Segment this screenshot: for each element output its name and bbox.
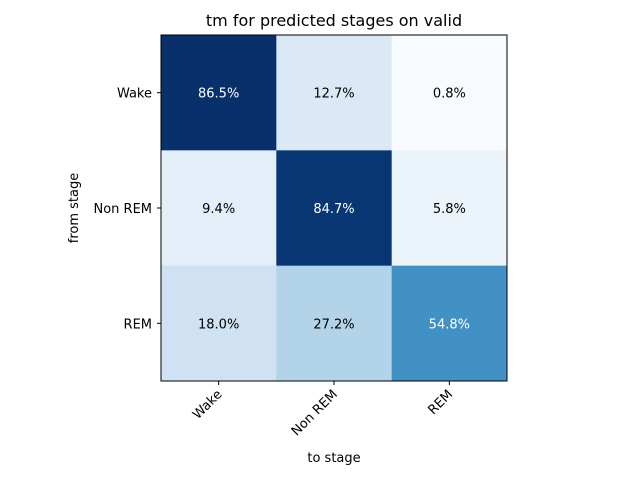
- heatmap-cell: [276, 265, 393, 382]
- heatmap-cells: [161, 35, 508, 382]
- chart-title: tm for predicted stages on valid: [206, 11, 462, 30]
- y-axis-label: from stage: [67, 173, 82, 243]
- cell-value-label: 5.8%: [433, 202, 466, 217]
- cell-value-label: 12.7%: [313, 87, 354, 102]
- heatmap-cell-labels: 86.5% 12.7% 0.8% 9.4% 84.7% 5.8% 18.0% 27.2% 54.…: [198, 87, 470, 333]
- cell-value-label: 9.4%: [202, 202, 235, 217]
- heatmap-cell: [391, 265, 508, 382]
- heatmap-cell: [161, 150, 277, 267]
- cell-value-label: 84.7%: [313, 202, 354, 217]
- y-tick-label: REM: [124, 317, 152, 332]
- heatmap-cell: [276, 150, 393, 267]
- y-tick-label: Wake: [117, 87, 152, 102]
- heatmap-cell: [161, 35, 277, 151]
- y-tick-label: Non REM: [93, 202, 152, 217]
- cell-value-label: 0.8%: [433, 87, 466, 102]
- cell-value-label: 27.2%: [313, 317, 354, 332]
- cell-value-label: 18.0%: [198, 317, 239, 332]
- heatmap-cell: [276, 35, 393, 151]
- heatmap-cell: [161, 265, 277, 382]
- x-axis-label: to stage: [307, 451, 360, 466]
- cell-value-label: 86.5%: [198, 87, 239, 102]
- heatmap-cell: [391, 150, 508, 267]
- cell-value-label: 54.8%: [429, 317, 470, 332]
- heatmap-cell: [391, 35, 508, 151]
- y-axis-ticks: Wake Non REM REM: [93, 87, 161, 332]
